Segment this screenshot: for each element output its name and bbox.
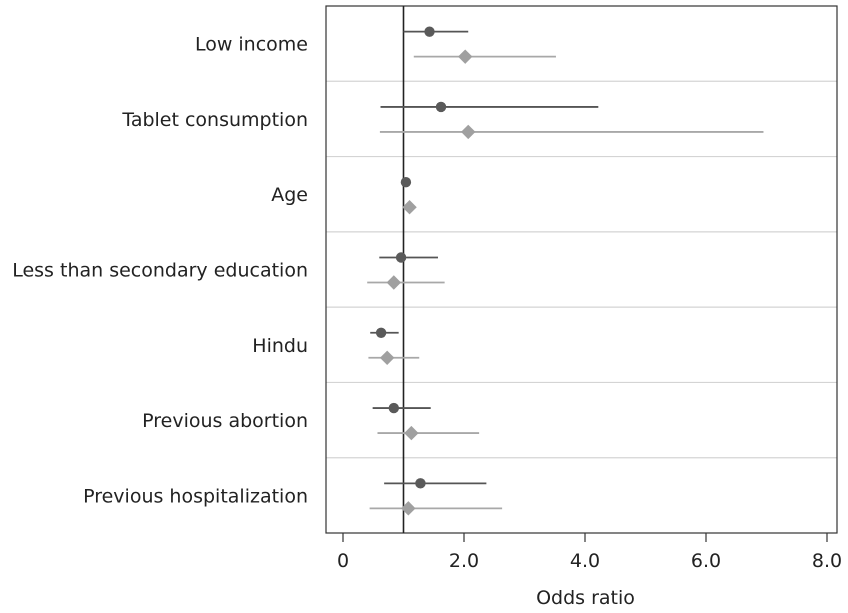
- x-tick-label: 4.0: [570, 550, 600, 572]
- plot-frame: [325, 5, 838, 534]
- point-estimate-circle: [388, 402, 400, 414]
- point-estimate-circle: [435, 101, 447, 113]
- point-estimate-circle: [400, 177, 412, 188]
- category-label: Low income: [195, 34, 308, 56]
- category-label: Hindu: [252, 335, 308, 357]
- x-tick-label: 8.0: [812, 550, 842, 572]
- point-estimate-circle: [424, 26, 435, 37]
- category-label: Age: [271, 184, 308, 206]
- category-labels: Low income Tablet consumption Age Less than…: [12, 34, 308, 508]
- point-estimate-diamond: [402, 200, 417, 215]
- point-estimate-circle: [375, 327, 387, 338]
- category-label: Previous hospitalization: [83, 485, 308, 507]
- point-estimate-diamond: [458, 49, 473, 64]
- point-estimate-diamond: [461, 124, 476, 140]
- category-separators: [326, 80, 837, 459]
- point-estimate-diamond: [379, 350, 395, 365]
- category-label: Tablet consumption: [121, 109, 308, 131]
- point-estimate-circle: [415, 478, 426, 489]
- x-axis: 0 2.0 4.0 6.0 8.0: [337, 533, 842, 572]
- point-estimate-diamond: [404, 425, 419, 441]
- series-marks: [367, 26, 764, 516]
- x-tick-label: 6.0: [691, 550, 721, 572]
- x-axis-title: Odds ratio: [536, 587, 635, 609]
- x-tick-label: 2.0: [449, 550, 479, 572]
- point-estimate-diamond: [401, 501, 416, 516]
- category-label: Less than secondary education: [12, 260, 308, 282]
- x-tick-label: 0: [337, 550, 349, 572]
- point-estimate-circle: [395, 252, 407, 263]
- category-label: Previous abortion: [142, 410, 308, 432]
- point-estimate-diamond: [386, 275, 402, 290]
